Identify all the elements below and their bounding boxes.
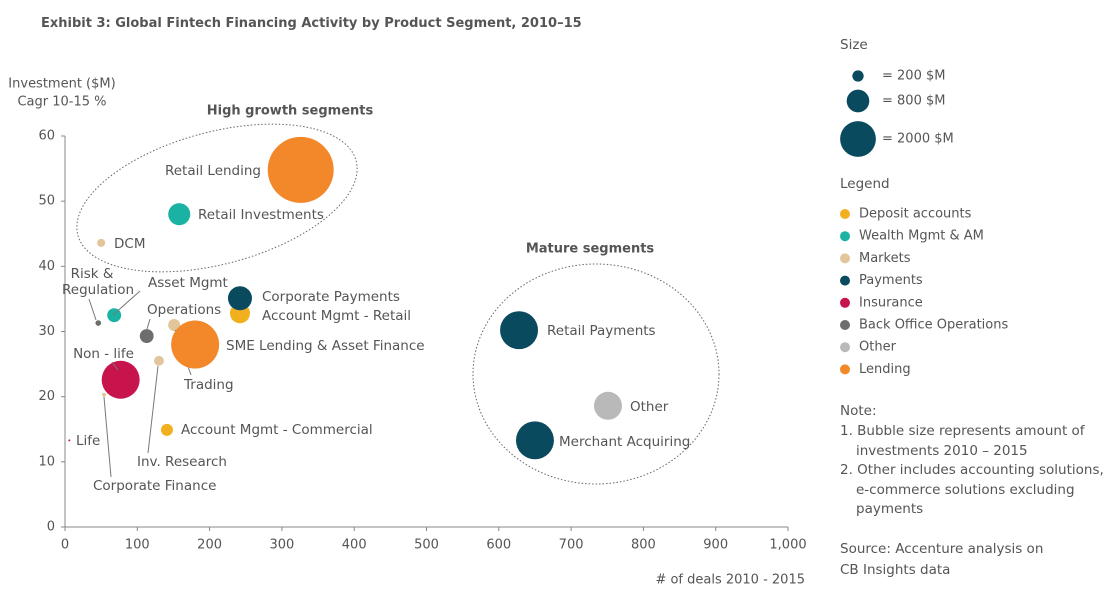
bubble <box>107 308 122 323</box>
x-tick-label: 900 <box>703 538 728 553</box>
bubble-label: Operations <box>147 302 222 318</box>
bubble <box>97 238 106 247</box>
legend-label: Other <box>859 340 897 355</box>
mature-outline <box>472 263 720 485</box>
note: 2. Other includes accounting solutions, … <box>840 462 1104 517</box>
y-axis-label: Cagr 10-15 % <box>17 95 106 110</box>
high-growth-outline <box>76 123 358 273</box>
bubble-label: Non - life <box>73 346 134 362</box>
bubble <box>171 320 220 369</box>
bubble <box>168 318 181 331</box>
x-tick-label: 300 <box>269 538 294 553</box>
x-tick-label: 500 <box>414 538 439 553</box>
legend-title: Legend <box>840 176 890 192</box>
size-key <box>846 89 870 113</box>
legend-label: Deposit accounts <box>859 207 972 222</box>
x-tick-label: 1,000 <box>769 538 806 553</box>
bubble <box>515 421 554 460</box>
y-tick-label: 50 <box>38 194 55 209</box>
annotation: Mature segments <box>526 242 655 257</box>
y-tick-label: 0 <box>47 520 55 535</box>
legend-swatch <box>840 275 850 286</box>
bubble-label: DCM <box>114 236 146 252</box>
x-tick-label: 0 <box>61 538 69 553</box>
legend-swatch <box>840 253 850 264</box>
x-tick-label: 800 <box>631 538 656 553</box>
bubble-label: Life <box>76 433 101 449</box>
y-tick-label: 10 <box>38 454 55 469</box>
x-axis-label: # of deals 2010 - 2015 <box>655 573 805 588</box>
chart-title: Exhibit 3: Global Fintech Financing Acti… <box>41 16 582 31</box>
size-title: Size <box>840 37 868 53</box>
bubble <box>139 329 154 343</box>
leader-line <box>146 318 151 330</box>
bubble-label: Account Mgmt - Retail <box>262 308 412 324</box>
legend-swatch <box>840 231 850 242</box>
legend-label: Back Office Operations <box>859 318 1008 333</box>
bubble-label: Corporate Finance <box>93 478 217 494</box>
leader-line <box>147 365 159 454</box>
bubble-label: Retail Lending <box>164 163 261 179</box>
bubble <box>227 286 252 311</box>
bubble <box>500 311 539 350</box>
bubble-label: Inv. Research <box>137 454 227 470</box>
x-tick-label: 100 <box>125 538 150 553</box>
bubble-label: Retail Investments <box>198 207 324 223</box>
bubble <box>154 355 164 366</box>
source: Source: Accenture analysis on CB Insight… <box>840 541 1044 578</box>
size-key <box>840 121 876 157</box>
leader-line <box>112 290 141 316</box>
x-tick-label: 200 <box>197 538 222 553</box>
size-key-label: = 2000 $M <box>882 132 954 147</box>
bubble <box>168 203 191 226</box>
note: 1. Bubble size represents amount of inve… <box>840 423 1085 459</box>
size-key-label: = 200 $M <box>882 69 945 84</box>
bubble <box>101 360 140 399</box>
bubble <box>68 439 71 442</box>
bubble <box>267 136 334 203</box>
bubble-label: SME Lending & Asset Finance <box>226 338 425 354</box>
legend-label: Insurance <box>859 295 923 310</box>
y-tick-label: 30 <box>38 324 55 339</box>
y-tick-label: 60 <box>38 129 55 144</box>
legend-swatch <box>840 364 850 375</box>
bubble-label: Risk & Regulation <box>62 266 135 298</box>
x-tick-label: 400 <box>342 538 367 553</box>
bubble-label: Corporate Payments <box>262 289 400 305</box>
leader-line <box>111 361 119 371</box>
bubble <box>102 392 107 397</box>
x-tick-label: 600 <box>486 538 511 553</box>
bubble <box>160 423 173 436</box>
legend-swatch <box>840 209 850 219</box>
bubble-label: Asset Mgmt <box>148 275 228 291</box>
leader-line <box>103 396 112 478</box>
legend-label: Payments <box>859 273 923 288</box>
legend-swatch <box>840 297 850 308</box>
bubble-label: Account Mgmt - Commercial <box>181 422 373 438</box>
bubble <box>593 391 622 420</box>
y-tick-label: 40 <box>38 259 55 274</box>
bubble-label: Retail Payments <box>547 323 656 339</box>
legend-label: Markets <box>859 251 911 266</box>
legend-swatch <box>840 342 850 353</box>
size-key <box>852 70 864 82</box>
y-tick-label: 20 <box>38 389 55 404</box>
legend-label: Lending <box>859 362 911 377</box>
note-title: Note: <box>840 403 877 419</box>
size-key-label: = 800 $M <box>882 94 945 109</box>
bubble <box>95 320 102 326</box>
bubble-label: Merchant Acquiring <box>559 434 691 450</box>
y-axis-label: Investment ($M) <box>8 77 115 92</box>
bubble-label: Other <box>630 399 669 415</box>
legend-swatch <box>840 320 850 330</box>
legend-label: Wealth Mgmt & AM <box>859 229 984 244</box>
x-tick-label: 700 <box>559 538 584 553</box>
bubble-label: Trading <box>184 377 234 393</box>
annotation: High growth segments <box>207 104 374 119</box>
leader-line <box>88 298 97 321</box>
